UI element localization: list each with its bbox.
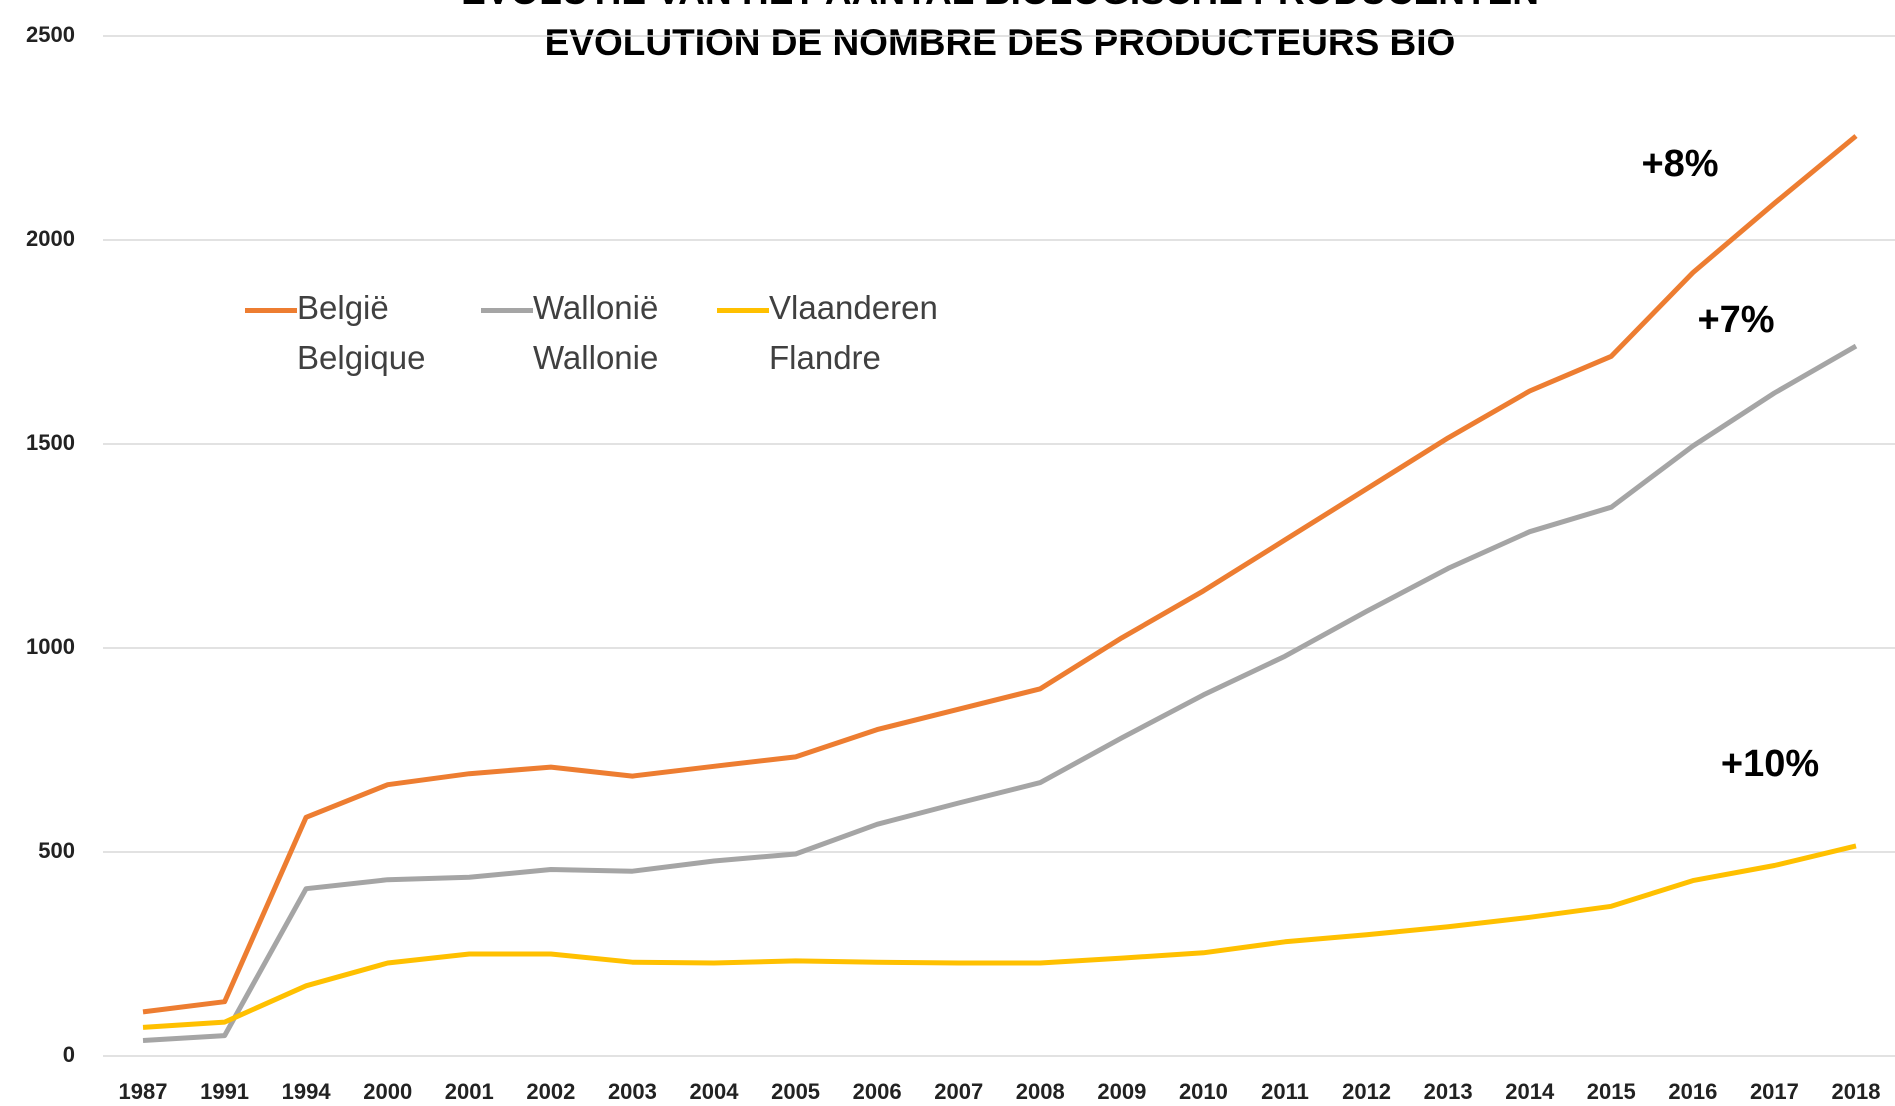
legend-item: Vlaanderen Flandre xyxy=(717,288,938,383)
x-tick-label: 2010 xyxy=(1179,1079,1228,1104)
x-tick-label: 1991 xyxy=(200,1079,249,1104)
x-tick-label: 1994 xyxy=(282,1079,332,1104)
chart-subtitle: EVOLUTION DE NOMBRE DES PRODUCTEURS BIO xyxy=(545,22,1456,63)
y-tick-label: 2500 xyxy=(26,22,75,47)
x-tick-label: 2016 xyxy=(1668,1079,1717,1104)
legend-swatch xyxy=(717,308,769,313)
x-tick-label: 2014 xyxy=(1505,1079,1555,1104)
x-tick-label: 2013 xyxy=(1424,1079,1473,1104)
x-tick-label: 2006 xyxy=(853,1079,902,1104)
x-tick-label: 1987 xyxy=(119,1079,168,1104)
legend-item: Wallonië Wallonie xyxy=(481,288,683,383)
x-tick-label: 2007 xyxy=(934,1079,983,1104)
line xyxy=(142,843,1857,1030)
legend-swatch xyxy=(245,308,297,313)
x-tick-label: 2002 xyxy=(526,1079,575,1104)
legend-swatch xyxy=(481,308,533,313)
x-tick-label: 2012 xyxy=(1342,1079,1391,1104)
y-tick-label: 2000 xyxy=(26,226,75,251)
legend-label: België Belgique xyxy=(297,289,426,376)
y-tick-label: 0 xyxy=(63,1042,75,1067)
x-tick-label: 2000 xyxy=(363,1079,412,1104)
x-tick-label: 2017 xyxy=(1750,1079,1799,1104)
x-tick-label: 2003 xyxy=(608,1079,657,1104)
x-tick-label: 2015 xyxy=(1587,1079,1636,1104)
x-tick-label: 2009 xyxy=(1097,1079,1146,1104)
line xyxy=(142,343,1858,1043)
y-tick-label: 1500 xyxy=(26,430,75,455)
x-tick-label: 2005 xyxy=(771,1079,820,1104)
x-tick-label: 2004 xyxy=(690,1079,740,1104)
annotation: +7% xyxy=(1697,299,1774,341)
chart-title: EVOLUTIE VAN HET AANTAL BIOLOGISCHE PROD… xyxy=(461,0,1539,12)
legend-label: Wallonië Wallonie xyxy=(533,289,659,376)
x-tick-label: 2011 xyxy=(1261,1079,1309,1104)
x-tick-label: 2001 xyxy=(445,1079,494,1104)
legend: België Belgique Wallonië Wallonie Vlaander… xyxy=(245,288,938,383)
y-tick-label: 1000 xyxy=(26,634,75,659)
legend-item: België Belgique xyxy=(245,288,447,383)
x-tick-label: 2018 xyxy=(1832,1079,1881,1104)
legend-label: Vlaanderen Flandre xyxy=(769,289,938,376)
x-tick-label: 2008 xyxy=(1016,1079,1065,1104)
line xyxy=(142,134,1858,1015)
y-tick-label: 500 xyxy=(38,838,75,863)
annotation: +8% xyxy=(1641,143,1718,185)
annotation: +10% xyxy=(1721,743,1819,785)
